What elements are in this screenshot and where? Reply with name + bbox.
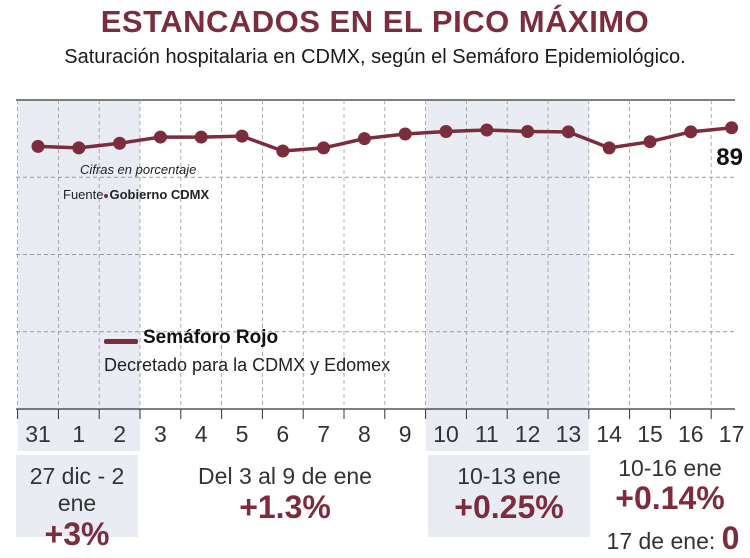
- units-note: Cifras en porcentaje: [80, 162, 197, 177]
- x-tick-label: 10: [433, 421, 459, 447]
- source-name: Gobierno CDMX: [109, 187, 210, 202]
- x-tick-label: 17: [719, 421, 745, 447]
- bullet-dot: [104, 193, 109, 198]
- legend-title: Semáforo Rojo: [143, 327, 279, 348]
- period-1-background: [16, 455, 138, 537]
- x-tick-label: 6: [276, 421, 289, 447]
- x-tick-label: 15: [637, 421, 663, 447]
- period-3-background: [428, 455, 590, 537]
- x-tick-label: 31: [25, 421, 51, 447]
- x-tick-label: 4: [195, 421, 208, 447]
- legend-line-swatch: [104, 339, 138, 344]
- final-day: 17 de ene: 0: [598, 520, 748, 557]
- final-day-change: 0: [721, 520, 740, 556]
- data-point: [276, 144, 290, 158]
- x-tick-label: 11: [475, 421, 499, 447]
- x-tick-label: 7: [317, 421, 330, 447]
- x-tick-label: 1: [72, 421, 85, 447]
- data-point: [398, 127, 412, 141]
- x-tick-label: 5: [236, 421, 249, 447]
- x-tick-label: 12: [515, 421, 541, 447]
- last-value-label: 89: [716, 144, 743, 171]
- x-tick-label: 3: [154, 421, 167, 447]
- data-point: [602, 141, 616, 155]
- period-1: 27 dic - 2 ene +3%: [16, 463, 138, 551]
- source-note: Fuente Gobierno CDMX: [63, 187, 209, 202]
- period-2-change: +1.3%: [239, 489, 331, 525]
- period-3-label: 10-13 ene: [457, 463, 561, 489]
- data-point: [439, 125, 453, 139]
- data-point: [153, 130, 167, 144]
- data-point: [317, 141, 331, 155]
- legend-subtitle: Decretado para la CDMX y Edomex: [104, 355, 391, 375]
- chart-title: ESTANCADOS EN EL PICO MÁXIMO: [100, 4, 650, 39]
- shaded-band-1: [17, 100, 141, 451]
- chart-subtitle: Saturación hospitalaria en CDMX, según e…: [64, 46, 686, 68]
- period-1-label: 27 dic - 2 ene: [29, 463, 125, 516]
- data-point: [31, 139, 45, 153]
- period-3-change: +0.25%: [454, 489, 564, 525]
- data-point: [72, 141, 86, 155]
- series-line: [37, 126, 732, 153]
- data-point: [561, 125, 575, 139]
- x-tick-label: 8: [358, 421, 371, 447]
- data-point: [194, 130, 208, 144]
- x-tick-label: 16: [678, 421, 704, 447]
- x-tick-label: 2: [113, 421, 126, 447]
- period-2: Del 3 al 9 de ene +1.3%: [180, 463, 390, 524]
- final-day-label: 17 de ene:: [606, 528, 716, 554]
- period-4-change: +0.14%: [615, 480, 725, 516]
- source-label: Fuente: [63, 187, 104, 202]
- data-point: [480, 123, 494, 137]
- data-point: [113, 136, 127, 150]
- x-tick-label: 14: [596, 421, 622, 447]
- period-2-label: Del 3 al 9 de ene: [198, 463, 372, 489]
- data-point: [235, 129, 249, 143]
- period-1-change: +3%: [44, 516, 110, 552]
- data-point: [643, 135, 657, 149]
- x-tick-label: 13: [556, 421, 582, 447]
- data-point: [357, 132, 371, 146]
- data-point: [521, 125, 535, 139]
- data-point: [684, 125, 698, 139]
- period-4-label: 10-16 ene: [618, 455, 722, 481]
- x-tick-label: 9: [399, 421, 412, 447]
- data-point: [725, 121, 739, 135]
- period-3: 10-13 ene +0.25%: [428, 463, 590, 524]
